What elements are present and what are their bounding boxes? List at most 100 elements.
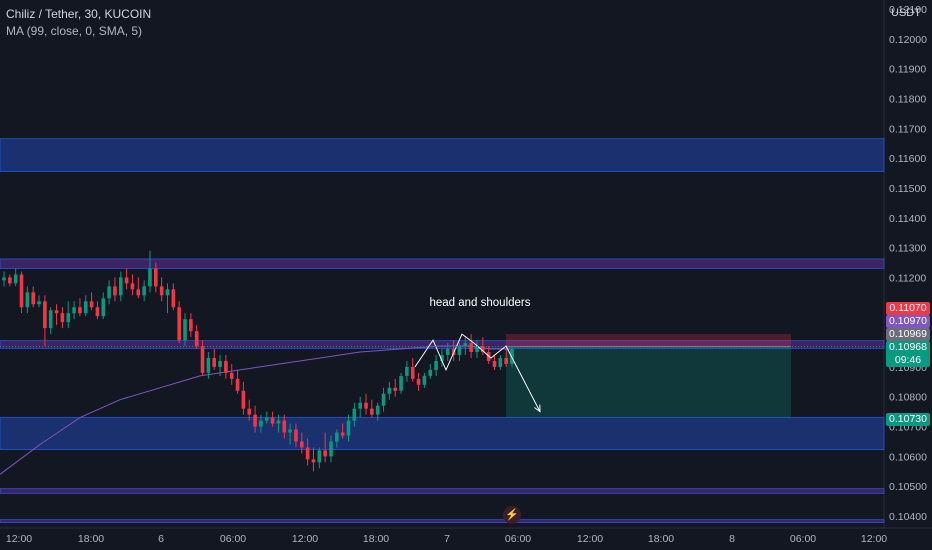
candle-body [8, 277, 12, 284]
candle-body [329, 441, 333, 457]
price-tag-value: 0.11070 [889, 302, 927, 314]
candle-body [510, 349, 514, 364]
zone-rect[interactable] [0, 488, 885, 494]
candle-body [428, 369, 433, 376]
candle-body [159, 286, 164, 296]
lightning-icon[interactable]: ⚡ [503, 506, 521, 524]
candle-body [358, 402, 362, 409]
candle-body [416, 378, 421, 385]
candle-body [381, 393, 386, 406]
price-tick-label: 0.11500 [889, 183, 926, 195]
price-tag: 0.10968 09:46 [886, 341, 930, 367]
take-profit-area[interactable] [506, 346, 791, 418]
candle-body [113, 286, 117, 296]
currency-label: USDT [891, 7, 921, 19]
price-tick-label: 0.10600 [889, 451, 927, 463]
price-tag-value: 0.10730 [889, 413, 927, 425]
candle-body [124, 277, 129, 284]
candle-body [475, 346, 479, 352]
candle-body [224, 360, 228, 373]
zone-rect[interactable] [0, 258, 885, 269]
candle-body [253, 414, 257, 427]
time-tick-label: 18:00 [363, 533, 389, 545]
candle-body [323, 450, 327, 457]
zone-rect[interactable] [0, 519, 885, 524]
time-tick-label: 12:00 [6, 533, 32, 545]
indicator-legend[interactable]: MA (99, close, 0, SMA, 5) [6, 24, 143, 38]
time-tick-label: 06:00 [790, 533, 816, 545]
candle-body [399, 375, 403, 391]
time-tick-label: 12:00 [861, 533, 887, 545]
candle-body [95, 307, 100, 317]
candle-body [264, 417, 269, 421]
candle-body [247, 408, 252, 415]
price-tick-label: 0.11800 [889, 93, 926, 105]
candle-body [270, 417, 275, 424]
price-tick-label: 0.10800 [889, 392, 927, 404]
candle-body [410, 366, 415, 379]
candle-body [259, 420, 263, 427]
candle-body [212, 357, 217, 367]
candle-body [235, 378, 240, 391]
price-tick-label: 0.11700 [889, 123, 926, 135]
candle-body [340, 432, 345, 436]
candle-body [48, 310, 53, 329]
price-tag-value: 0.10969 [889, 328, 927, 340]
candle-body [13, 274, 18, 284]
price-tick-label: 0.11400 [889, 213, 926, 225]
ma-line [0, 345, 510, 475]
candle-body [60, 313, 65, 323]
stop-loss-area[interactable] [506, 334, 791, 347]
zone-rect[interactable] [0, 416, 885, 450]
candle-body [288, 429, 292, 433]
candle-body [183, 319, 187, 341]
candle-body [2, 277, 6, 281]
candle-body [218, 360, 222, 367]
candle-body [346, 420, 351, 436]
candle-body [311, 459, 316, 463]
candle-body [445, 349, 450, 355]
arrow-head-icon [534, 404, 541, 413]
time-tick-label: 6 [158, 533, 164, 545]
pattern-drawing[interactable] [414, 333, 541, 413]
candle-body [154, 268, 158, 287]
time-tick-label: 12:00 [577, 533, 603, 545]
candle-body [72, 307, 76, 314]
candle-body [101, 298, 106, 317]
candle-body [276, 420, 281, 424]
candle-body [422, 375, 427, 385]
price-tick-label: 0.11600 [889, 153, 926, 165]
short-position-tool[interactable] [506, 334, 791, 418]
pattern-path[interactable] [414, 333, 541, 412]
pattern-annotation: head and shoulders [429, 297, 530, 309]
candle-body [492, 360, 497, 367]
price-tag-value: 0.10968 [889, 341, 927, 353]
time-tick-label: 8 [729, 533, 735, 545]
zone-rect[interactable] [0, 340, 885, 349]
candle-body [405, 366, 409, 376]
price-tick-label: 0.12100 [889, 4, 927, 16]
zone-rect[interactable] [0, 138, 885, 172]
candle-body [19, 274, 24, 308]
candle-body [206, 357, 211, 373]
countdown-timer: 09:46 [894, 354, 922, 366]
price-tick-label: 0.12000 [889, 34, 927, 46]
price-tick-label: 0.11200 [889, 272, 926, 284]
candle-body [370, 408, 374, 415]
candle-body [241, 390, 246, 409]
candle-body [393, 387, 398, 391]
time-tick-label: 18:00 [78, 533, 104, 545]
candle-body [37, 301, 41, 305]
time-tick-label: 06:00 [220, 533, 246, 545]
candle-body [194, 331, 199, 347]
candle-body [469, 343, 473, 352]
candle-body [177, 307, 181, 341]
candle-body [299, 441, 304, 448]
candle-body [25, 292, 30, 308]
candle-body [282, 420, 287, 433]
candle-body [364, 402, 368, 409]
candle-body [352, 408, 357, 421]
time-tick-label: 18:00 [648, 533, 674, 545]
